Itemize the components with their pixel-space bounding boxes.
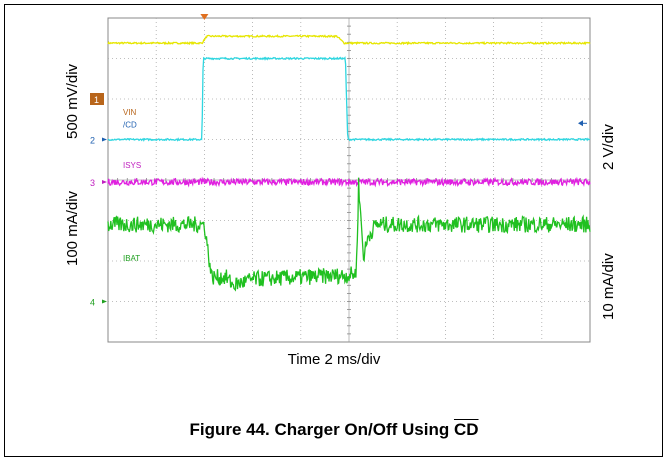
trace-vin [107,34,591,46]
ylabel-left-bottom: 100 mA/div [64,190,81,266]
trace-ibat [107,177,591,292]
channel-2-arrow [102,137,107,142]
right-level-marker [578,120,583,127]
ylabel-left-top: 500 mV/div [64,63,81,139]
caption-overline-text: CD [453,420,479,439]
channel-3-marker-text: 3 [90,178,95,188]
channel-4-arrow [102,299,107,304]
channel-markers: 1 2 3 4 [90,14,587,308]
channel-label: VIN [123,108,137,117]
channel-1-marker-text: 1 [94,95,99,105]
figure-caption: Figure 44. Charger On/Off Using CD [0,420,668,440]
caption-text: Figure 44. Charger On/Off Using [189,420,450,439]
ylabel-right-top: 2 V/div [600,124,617,170]
scope-traces [107,34,591,292]
channel-labels: VIN/CD ISYS IBAT [123,108,141,263]
channel-label: ISYS [123,161,141,170]
channel-2-marker-text: 2 [90,136,95,146]
trace-cd [107,56,591,142]
channel-1-marker [90,93,104,105]
channel-label: /CD [123,120,137,129]
channel-4-marker-text: 4 [90,298,95,308]
channel-label: IBAT [123,254,140,263]
figure-frame [4,4,663,457]
trace-isys [107,176,591,188]
channel-3-arrow [102,180,107,185]
trigger-marker [200,14,209,20]
scope-grid [107,17,591,343]
ylabel-right-bottom: 10 mA/div [600,253,617,320]
xlabel: Time 2 ms/div [287,351,381,368]
